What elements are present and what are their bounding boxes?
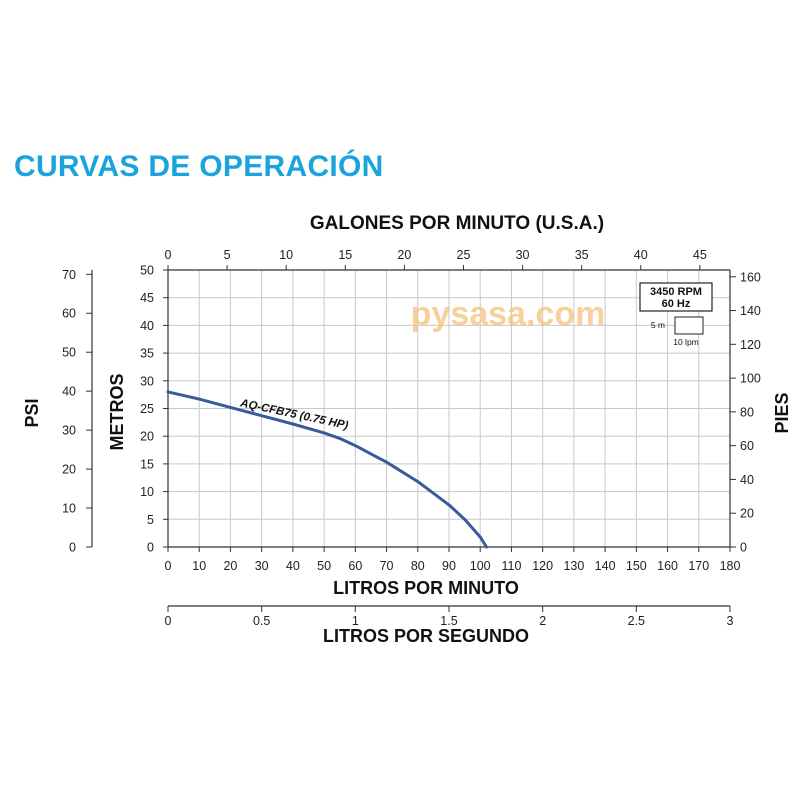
x-axis-title: LITROS POR MINUTO	[333, 578, 519, 598]
lps-axis-title: LITROS POR SEGUNDO	[323, 626, 529, 646]
chart-ticks: 0 10 20 30 40 50 60 70 80 90 100 110 120 130 140 150 160…	[62, 248, 761, 628]
top-tick-label: 15	[338, 248, 352, 262]
x-tick-label: 20	[223, 559, 237, 573]
top-tick-label: 20	[397, 248, 411, 262]
psi-tick-label: 0	[69, 541, 76, 555]
y-tick-label: 45	[140, 291, 154, 305]
top-tick-label: 5	[224, 248, 231, 262]
y-tick-label: 40	[140, 319, 154, 333]
lps-tick-label: 0.5	[253, 614, 270, 628]
x-tick-label: 150	[626, 559, 647, 573]
legend-scale-vertical: 5 m	[651, 320, 665, 330]
right-tick-label: 160	[740, 270, 761, 284]
lps-tick-label: 0	[165, 614, 172, 628]
x-tick-label: 50	[317, 559, 331, 573]
psi-tick-label: 10	[62, 502, 76, 516]
y-tick-label: 5	[147, 513, 154, 527]
right-tick-label: 80	[740, 405, 754, 419]
y-tick-label: 30	[140, 374, 154, 388]
right-tick-label: 60	[740, 439, 754, 453]
lps-tick-label: 1	[352, 614, 359, 628]
top-tick-label: 45	[693, 248, 707, 262]
legend-rpm: 3450 RPM	[650, 286, 702, 298]
x-tick-label: 0	[165, 559, 172, 573]
lps-tick-label: 3	[727, 614, 734, 628]
watermark-text: pysasa.com	[411, 295, 606, 333]
x-tick-label: 130	[563, 559, 584, 573]
right-tick-label: 100	[740, 372, 761, 386]
x-tick-label: 180	[720, 559, 741, 573]
axis-titles: GALONES POR MINUTO (U.S.A.) LITROS POR MI…	[22, 213, 792, 646]
psi-axis-title: PSI	[22, 398, 42, 427]
psi-tick-label: 40	[62, 385, 76, 399]
x-tick-label: 120	[532, 559, 553, 573]
x-tick-label: 110	[501, 559, 521, 573]
right-tick-label: 40	[740, 473, 754, 487]
y-tick-label: 0	[147, 541, 154, 555]
x-tick-label: 80	[411, 559, 425, 573]
legend-scale-box	[674, 316, 704, 335]
top-axis-title: GALONES POR MINUTO (U.S.A.)	[310, 213, 604, 234]
lps-tick-label: 1.5	[440, 614, 457, 628]
y-tick-label: 35	[140, 347, 154, 361]
lps-tick-label: 2.5	[628, 614, 645, 628]
chart-series: AQ-CFB75 (0.75 HP)	[166, 390, 488, 549]
y-tick-label: 15	[140, 457, 154, 471]
y-tick-label: 50	[140, 264, 154, 278]
top-tick-label: 40	[634, 248, 648, 262]
x-tick-label: 90	[442, 559, 456, 573]
x-tick-label: 60	[348, 559, 362, 573]
x-tick-label: 70	[380, 559, 394, 573]
legend-frame	[639, 282, 713, 312]
x-tick-label: 160	[657, 559, 678, 573]
top-tick-label: 10	[279, 248, 293, 262]
top-tick-label: 0	[165, 248, 172, 262]
x-tick-label: 140	[595, 559, 616, 573]
top-tick-label: 30	[516, 248, 530, 262]
psi-tick-label: 50	[62, 346, 76, 360]
y-tick-label: 25	[140, 402, 154, 416]
y-axis-title: METROS	[107, 373, 127, 450]
lps-tick-label: 2	[539, 614, 546, 628]
top-tick-label: 25	[457, 248, 471, 262]
x-tick-label: 100	[470, 559, 491, 573]
right-tick-label: 20	[740, 507, 754, 521]
top-tick-label: 35	[575, 248, 589, 262]
right-axis-title: PIES	[772, 392, 792, 433]
right-tick-label: 140	[740, 304, 761, 318]
y-tick-label: 10	[140, 485, 154, 499]
legend-scale-horizontal: 10 lpm	[673, 337, 699, 347]
legend-hz: 60 Hz	[662, 298, 691, 310]
series-line	[166, 390, 488, 549]
right-tick-label: 0	[740, 541, 747, 555]
page-title: CURVAS DE OPERACIÓN	[14, 150, 384, 183]
x-tick-label: 40	[286, 559, 300, 573]
psi-tick-label: 70	[62, 268, 76, 282]
psi-tick-label: 60	[62, 307, 76, 321]
x-tick-label: 10	[192, 559, 206, 573]
psi-tick-label: 30	[62, 424, 76, 438]
x-tick-label: 30	[255, 559, 269, 573]
right-tick-label: 120	[740, 338, 761, 352]
y-tick-label: 20	[140, 430, 154, 444]
x-tick-label: 170	[688, 559, 709, 573]
psi-tick-label: 20	[62, 463, 76, 477]
